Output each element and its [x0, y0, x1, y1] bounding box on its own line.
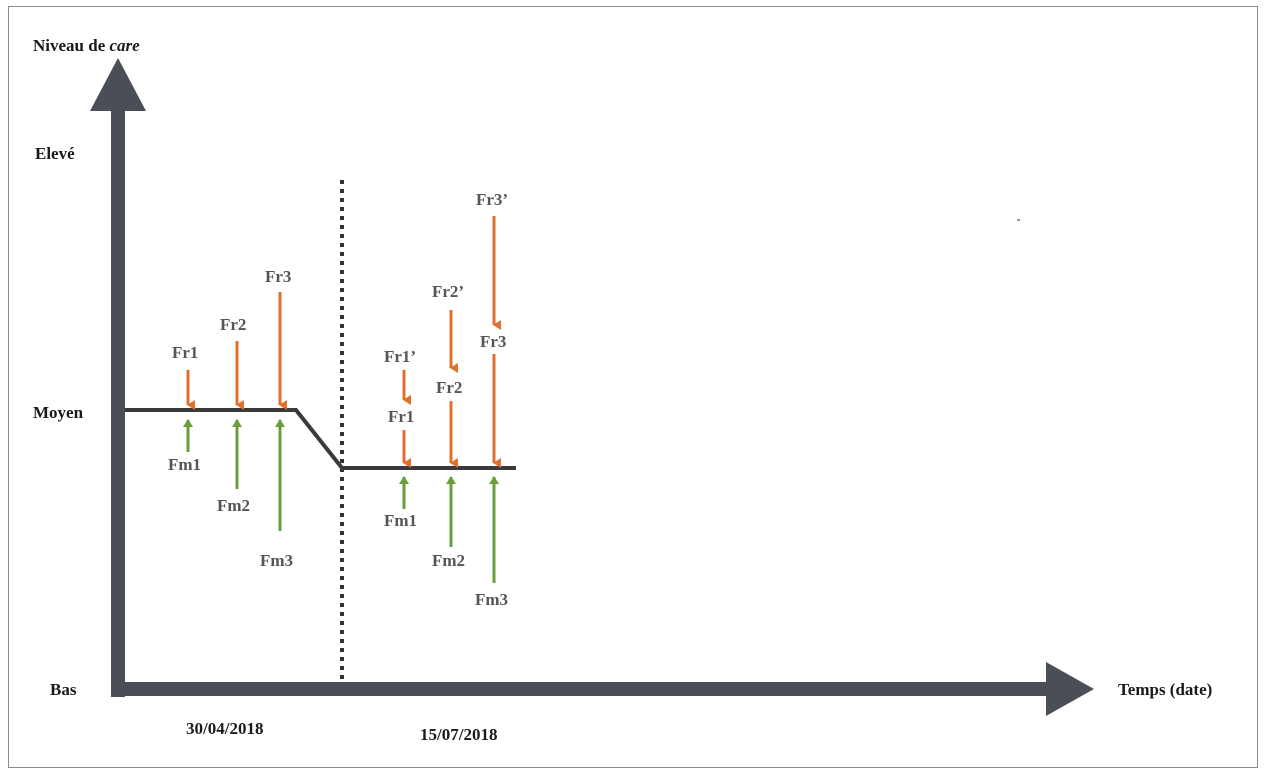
- label-fr2-prime: Fr2’: [432, 282, 464, 301]
- y-level-high: Elevé: [35, 144, 75, 163]
- label-fr3-prime: Fr3’: [476, 190, 508, 209]
- label-fm2: Fm2: [217, 496, 250, 515]
- y-axis-title-emphasis: care: [110, 36, 141, 55]
- date-label-1: 30/04/2018: [186, 719, 263, 738]
- y-axis-title-prefix: Niveau de: [33, 36, 106, 55]
- y-level-mid: Moyen: [33, 403, 84, 422]
- x-axis-line: [111, 682, 1051, 696]
- label-fm3: Fm3: [260, 551, 293, 570]
- stray-mark: [1017, 219, 1020, 221]
- label-fm1-p2: Fm1: [384, 511, 417, 530]
- y-level-low: Bas: [50, 680, 77, 699]
- y-axis-arrowhead-icon: [90, 58, 146, 111]
- diagram-frame: [8, 6, 1258, 768]
- label-fr3: Fr3: [265, 267, 291, 286]
- label-fr3-p2: Fr3: [480, 332, 506, 351]
- label-fr1-prime: Fr1’: [384, 347, 416, 366]
- x-axis-title: Temps (date): [1118, 680, 1212, 699]
- label-fr1-p2: Fr1: [388, 407, 414, 426]
- date-label-2: 15/07/2018: [420, 725, 497, 744]
- label-fm2-p2: Fm2: [432, 551, 465, 570]
- care-level-line: [125, 408, 516, 470]
- label-fm3-p2: Fm3: [475, 590, 508, 609]
- label-fr2-p2: Fr2: [436, 378, 462, 397]
- x-axis-arrowhead-icon: [1046, 662, 1094, 716]
- label-fr1: Fr1: [172, 343, 198, 362]
- y-axis-title: Niveau de care: [33, 36, 140, 55]
- label-fr2: Fr2: [220, 315, 246, 334]
- label-fm1: Fm1: [168, 455, 201, 474]
- y-axis-line: [111, 108, 125, 697]
